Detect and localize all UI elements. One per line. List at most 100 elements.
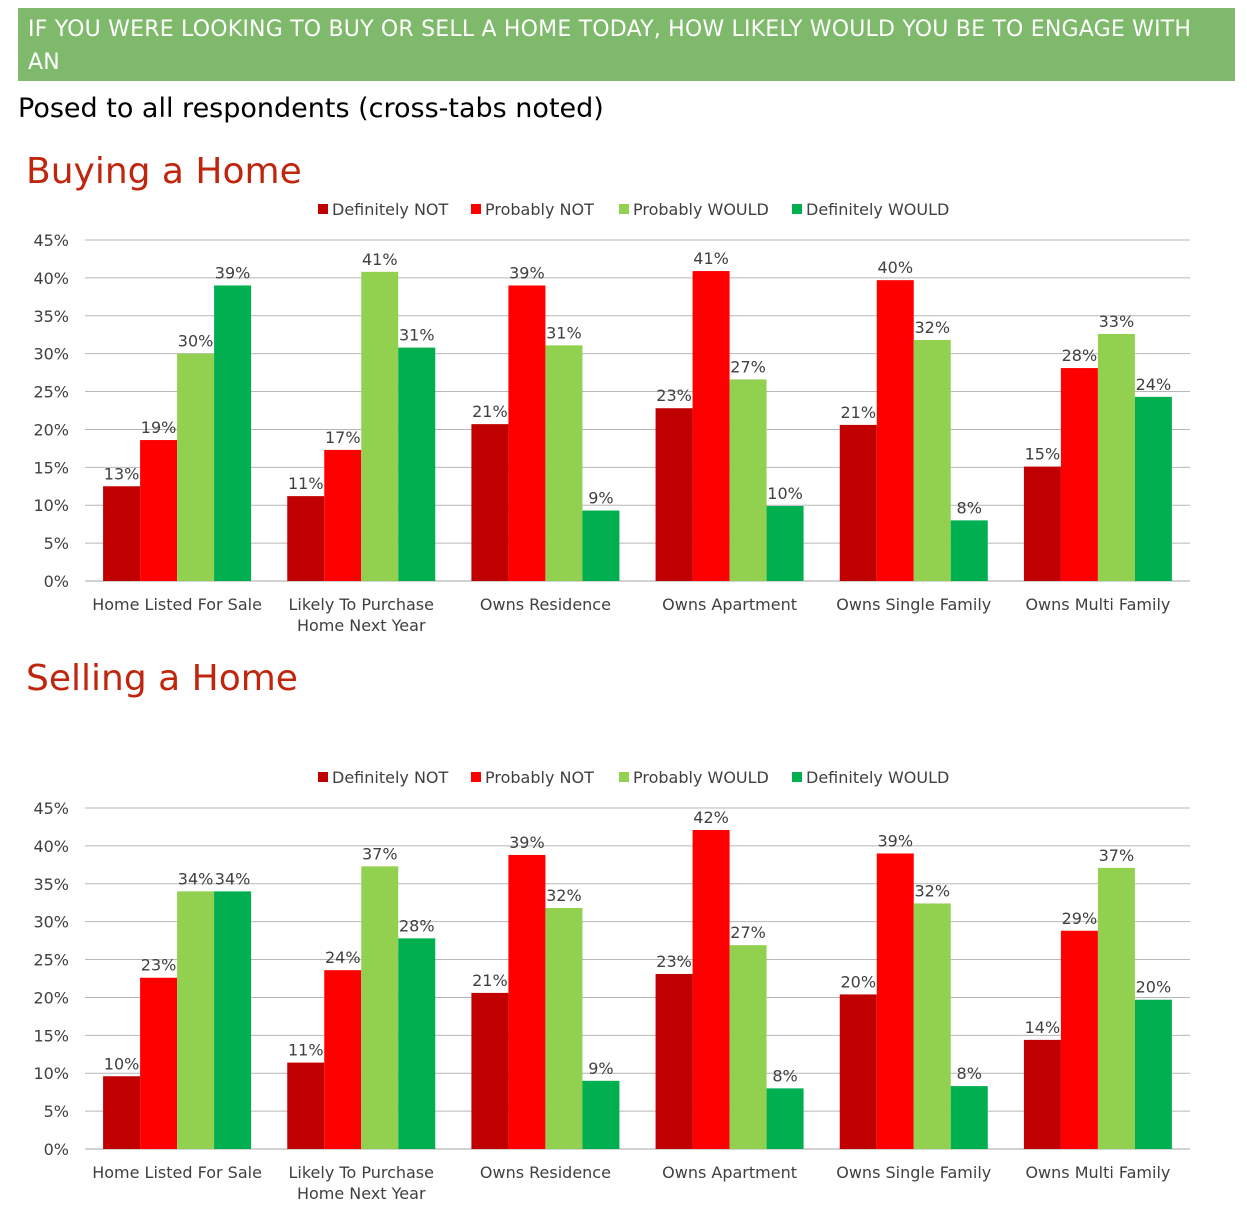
buying-chart-title: Buying a Home bbox=[26, 151, 302, 192]
buying-bar-5-1 bbox=[1060, 368, 1098, 581]
selling-data-label-4-1: 39% bbox=[877, 831, 913, 850]
buying-data-label-4-1: 40% bbox=[877, 258, 913, 277]
question-line-1: IF YOU WERE LOOKING TO BUY OR SELL A HOM… bbox=[28, 17, 1192, 75]
selling-legend-label-2: Probably WOULD bbox=[633, 768, 769, 787]
selling-category-label-3-0: Owns Apartment bbox=[662, 1163, 797, 1182]
buying-legend-swatch-3 bbox=[792, 204, 802, 214]
buying-data-label-4-0: 21% bbox=[840, 403, 876, 422]
selling-bar-3-0 bbox=[655, 973, 693, 1149]
selling-legend-swatch-3 bbox=[792, 772, 802, 782]
selling-data-label-5-1: 29% bbox=[1062, 909, 1098, 928]
selling-category-label-0-0: Home Listed For Sale bbox=[92, 1163, 262, 1182]
buying-data-label-2-0: 21% bbox=[472, 402, 508, 421]
buying-data-label-2-2: 31% bbox=[546, 323, 582, 342]
buying-data-label-4-2: 32% bbox=[914, 318, 950, 337]
selling-ytick-1: 5% bbox=[44, 1102, 69, 1121]
buying-data-label-0-0: 13% bbox=[104, 464, 140, 483]
selling-bar-3-3 bbox=[766, 1088, 804, 1149]
buying-data-label-0-2: 30% bbox=[178, 332, 214, 351]
selling-data-label-3-0: 23% bbox=[656, 952, 692, 971]
selling-bar-1-1 bbox=[324, 970, 362, 1149]
buying-ytick-1: 5% bbox=[44, 534, 69, 553]
buying-bar-3-2 bbox=[729, 379, 767, 581]
selling-bar-4-0 bbox=[839, 994, 877, 1149]
selling-bar-0-1 bbox=[140, 977, 178, 1149]
buying-bar-0-1 bbox=[140, 440, 178, 581]
selling-bar-0-2 bbox=[177, 891, 215, 1149]
buying-data-label-1-2: 41% bbox=[362, 250, 398, 269]
buying-category-label-0-0: Home Listed For Sale bbox=[92, 595, 262, 614]
selling-bar-0-0 bbox=[103, 1076, 141, 1149]
buying-bar-3-0 bbox=[655, 408, 693, 581]
buying-legend-swatch-2 bbox=[619, 204, 629, 214]
selling-legend-swatch-1 bbox=[471, 772, 481, 782]
buying-data-label-3-0: 23% bbox=[656, 386, 692, 405]
selling-chart-title: Selling a Home bbox=[26, 658, 298, 699]
selling-legend-swatch-2 bbox=[619, 772, 629, 782]
buying-category-label-5-0: Owns Multi Family bbox=[1025, 595, 1170, 614]
selling-ytick-7: 35% bbox=[33, 875, 69, 894]
buying-data-label-1-3: 31% bbox=[399, 326, 435, 345]
buying-ytick-0: 0% bbox=[44, 572, 69, 591]
selling-bar-2-0 bbox=[471, 992, 509, 1149]
selling-ytick-9: 45% bbox=[33, 799, 69, 818]
selling-legend-label-3: Definitely WOULD bbox=[806, 768, 949, 787]
buying-category-label-3-0: Owns Apartment bbox=[662, 595, 797, 614]
buying-bar-1-3 bbox=[398, 347, 436, 581]
selling-data-label-1-3: 28% bbox=[399, 916, 435, 935]
selling-bar-5-3 bbox=[1134, 999, 1172, 1149]
buying-bar-1-1 bbox=[324, 449, 362, 581]
selling-data-label-2-3: 9% bbox=[588, 1059, 613, 1078]
selling-bar-0-3 bbox=[214, 891, 252, 1149]
buying-data-label-5-2: 33% bbox=[1099, 312, 1135, 331]
selling-bar-5-0 bbox=[1023, 1039, 1061, 1149]
selling-legend-swatch-0 bbox=[318, 772, 328, 782]
selling-legend-label-0: Definitely NOT bbox=[332, 768, 449, 787]
buying-bar-0-3 bbox=[214, 285, 252, 581]
buying-bar-3-3 bbox=[766, 505, 804, 581]
buying-data-label-2-1: 39% bbox=[509, 263, 545, 282]
selling-ytick-6: 30% bbox=[33, 913, 69, 932]
buying-data-label-5-3: 24% bbox=[1136, 375, 1172, 394]
buying-data-label-1-0: 11% bbox=[288, 474, 324, 493]
selling-data-label-0-1: 23% bbox=[141, 956, 177, 975]
buying-chart: Definitely NOT Probably NOT Probably WOULD… bbox=[33, 200, 1190, 635]
buying-data-label-5-0: 15% bbox=[1025, 445, 1061, 464]
selling-bar-2-1 bbox=[508, 854, 546, 1149]
selling-ytick-3: 15% bbox=[33, 1026, 69, 1045]
buying-bar-2-2 bbox=[545, 345, 583, 581]
buying-bar-2-3 bbox=[582, 510, 620, 581]
buying-data-label-5-1: 28% bbox=[1062, 346, 1098, 365]
question-line-2: IBUYER? bbox=[28, 83, 122, 108]
selling-data-label-5-3: 20% bbox=[1136, 978, 1172, 997]
buying-bar-0-0 bbox=[103, 486, 141, 581]
question-banner: IF YOU WERE LOOKING TO BUY OR SELL A HOM… bbox=[18, 8, 1235, 108]
buying-bar-5-0 bbox=[1023, 466, 1061, 581]
selling-data-label-3-1: 42% bbox=[693, 808, 729, 827]
buying-category-label-2-0: Owns Residence bbox=[480, 595, 611, 614]
buying-legend-label-3: Definitely WOULD bbox=[806, 200, 949, 219]
buying-bar-4-1 bbox=[876, 280, 914, 581]
buying-ytick-9: 45% bbox=[33, 231, 69, 250]
selling-bar-1-3 bbox=[398, 938, 436, 1149]
selling-data-label-4-3: 8% bbox=[957, 1064, 982, 1083]
selling-data-label-2-0: 21% bbox=[472, 971, 508, 990]
selling-category-label-1-0: Likely To Purchase bbox=[289, 1163, 434, 1182]
buying-ytick-7: 35% bbox=[33, 307, 69, 326]
buying-ytick-6: 30% bbox=[33, 345, 69, 364]
subtitle: Posed to all respondents (cross-tabs not… bbox=[18, 93, 604, 124]
buying-category-label-1-0: Likely To Purchase bbox=[289, 595, 434, 614]
selling-data-label-2-1: 39% bbox=[509, 833, 545, 852]
selling-category-label-2-0: Owns Residence bbox=[480, 1163, 611, 1182]
buying-bar-4-0 bbox=[839, 424, 877, 581]
buying-legend-swatch-1 bbox=[471, 204, 481, 214]
buying-bar-2-0 bbox=[471, 424, 509, 581]
buying-bar-1-2 bbox=[361, 271, 399, 581]
selling-bar-3-2 bbox=[729, 945, 767, 1149]
selling-bar-3-1 bbox=[692, 829, 730, 1149]
selling-data-label-0-3: 34% bbox=[215, 869, 251, 888]
selling-bar-5-2 bbox=[1097, 867, 1135, 1149]
selling-category-label-5-0: Owns Multi Family bbox=[1025, 1163, 1170, 1182]
selling-category-label-4-0: Owns Single Family bbox=[836, 1163, 991, 1182]
selling-ytick-5: 25% bbox=[33, 951, 69, 970]
